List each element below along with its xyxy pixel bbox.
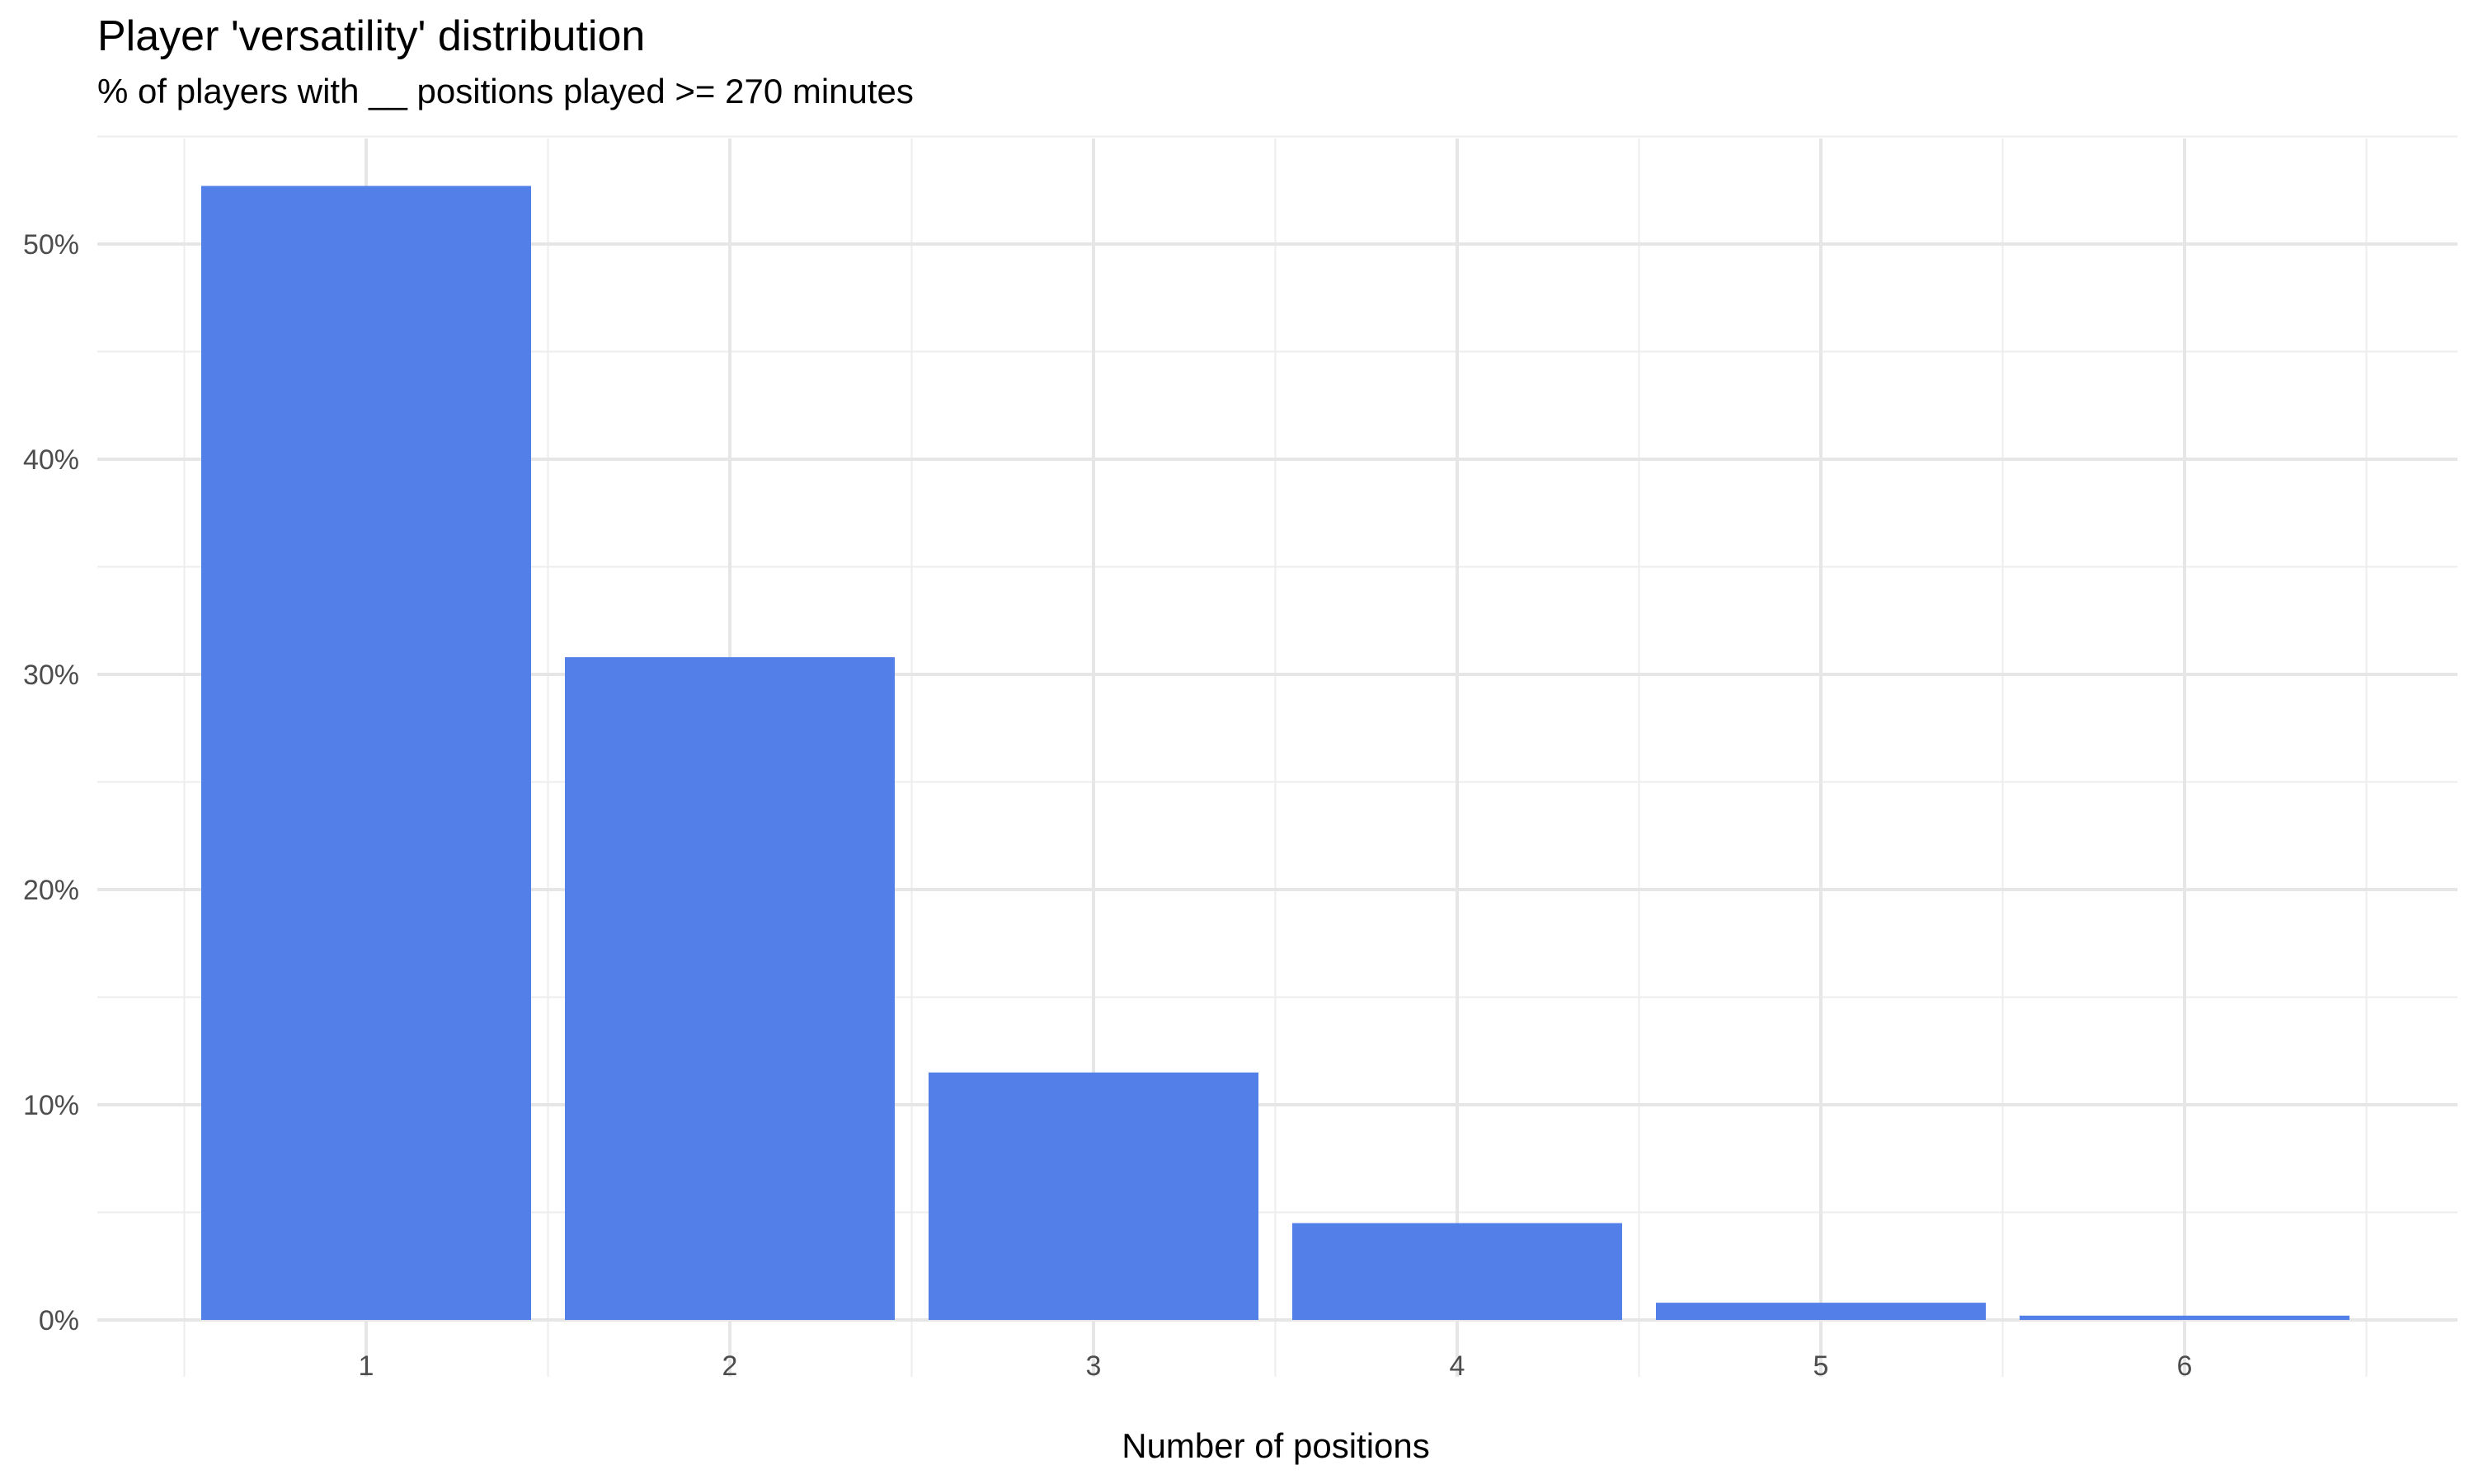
y-tick-label: 50% (23, 229, 79, 261)
y-tick-label: 10% (23, 1090, 79, 1121)
x-tick-label: 5 (1813, 1350, 1829, 1382)
bar-3 (929, 1072, 1258, 1320)
chart-subtitle: % of players with __ positions played >=… (97, 72, 914, 110)
y-tick-label: 0% (39, 1305, 79, 1336)
y-tick-label: 20% (23, 875, 79, 906)
bars (201, 186, 2349, 1320)
bar-4 (1292, 1223, 1622, 1320)
x-axis-title: Number of positions (1122, 1426, 1430, 1465)
x-tick-label: 4 (1450, 1350, 1465, 1382)
bar-6 (2020, 1315, 2349, 1320)
bar-1 (201, 186, 531, 1320)
x-tick-label: 3 (1086, 1350, 1102, 1382)
bar-2 (565, 657, 895, 1320)
x-tick-label: 2 (722, 1350, 738, 1382)
y-axis-tick-labels: 0% 10% 20% 30% 40% 50% (23, 229, 79, 1336)
y-tick-label: 40% (23, 444, 79, 476)
x-tick-label: 1 (359, 1350, 374, 1382)
chart-title: Player 'versatility' distribution (97, 12, 646, 60)
bar-5 (1656, 1303, 1986, 1320)
y-tick-label: 30% (23, 660, 79, 691)
x-axis-tick-labels: 1 2 3 4 5 6 (359, 1350, 2193, 1382)
x-tick-label: 6 (2177, 1350, 2193, 1382)
